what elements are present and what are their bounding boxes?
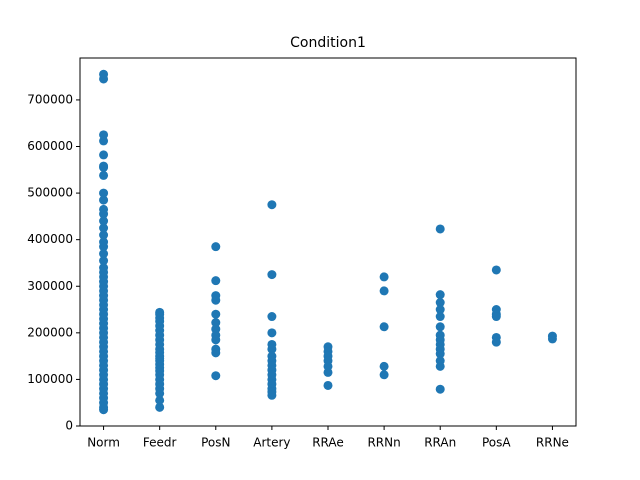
point xyxy=(211,276,221,286)
point xyxy=(267,312,277,322)
x-tick-label: RRNe xyxy=(536,436,569,450)
point xyxy=(267,344,277,354)
x-tick-label: PosA xyxy=(482,436,511,450)
point xyxy=(323,380,333,390)
point xyxy=(99,170,109,180)
point xyxy=(155,307,165,317)
point xyxy=(379,370,389,380)
point xyxy=(155,395,165,405)
y-tick-label: 600000 xyxy=(27,139,73,153)
point xyxy=(99,161,109,171)
point xyxy=(99,188,109,198)
point xyxy=(99,150,109,160)
point xyxy=(211,348,221,358)
point xyxy=(435,322,445,332)
point xyxy=(379,361,389,371)
point xyxy=(435,305,445,315)
point xyxy=(435,224,445,234)
point xyxy=(99,237,109,247)
point xyxy=(491,265,501,275)
x-tick-label: PosN xyxy=(201,436,230,450)
point xyxy=(435,349,445,359)
point xyxy=(323,367,333,377)
point xyxy=(211,318,221,328)
point xyxy=(99,256,109,266)
point xyxy=(267,270,277,280)
point xyxy=(99,223,109,233)
point xyxy=(211,242,221,252)
y-tick-label: 400000 xyxy=(27,232,73,246)
y-tick-label: 100000 xyxy=(27,372,73,386)
point xyxy=(99,204,109,214)
point xyxy=(267,200,277,210)
point xyxy=(211,309,221,319)
point xyxy=(99,263,109,273)
point xyxy=(99,69,109,79)
point xyxy=(435,361,445,371)
point xyxy=(211,371,221,381)
point xyxy=(491,312,501,322)
point xyxy=(491,337,501,347)
point xyxy=(155,402,165,412)
point xyxy=(99,130,109,140)
point xyxy=(435,384,445,394)
x-tick-label: RRAe xyxy=(312,436,344,450)
y-tick-label: 500000 xyxy=(27,186,73,200)
x-tick-label: RRAn xyxy=(424,436,456,450)
x-tick-label: RRNn xyxy=(367,436,400,450)
point xyxy=(379,322,389,332)
point xyxy=(435,298,445,308)
x-tick-label: Norm xyxy=(87,436,120,450)
point xyxy=(267,328,277,338)
point xyxy=(211,335,221,345)
point xyxy=(99,249,109,259)
point xyxy=(99,195,109,205)
y-tick-label: 700000 xyxy=(27,92,73,106)
point xyxy=(435,290,445,300)
y-tick-label: 200000 xyxy=(27,325,73,339)
x-tick-label: Artery xyxy=(253,436,290,450)
x-tick-label: Feedr xyxy=(143,436,177,450)
point xyxy=(547,334,557,344)
point xyxy=(267,390,277,400)
point xyxy=(379,286,389,296)
point xyxy=(379,272,389,282)
chart-title: Condition1 xyxy=(290,35,366,51)
y-tick-label: 300000 xyxy=(27,279,73,293)
y-tick-label: 0 xyxy=(65,419,73,433)
point xyxy=(435,312,445,322)
point xyxy=(99,230,109,240)
point xyxy=(99,216,109,226)
point xyxy=(211,295,221,305)
